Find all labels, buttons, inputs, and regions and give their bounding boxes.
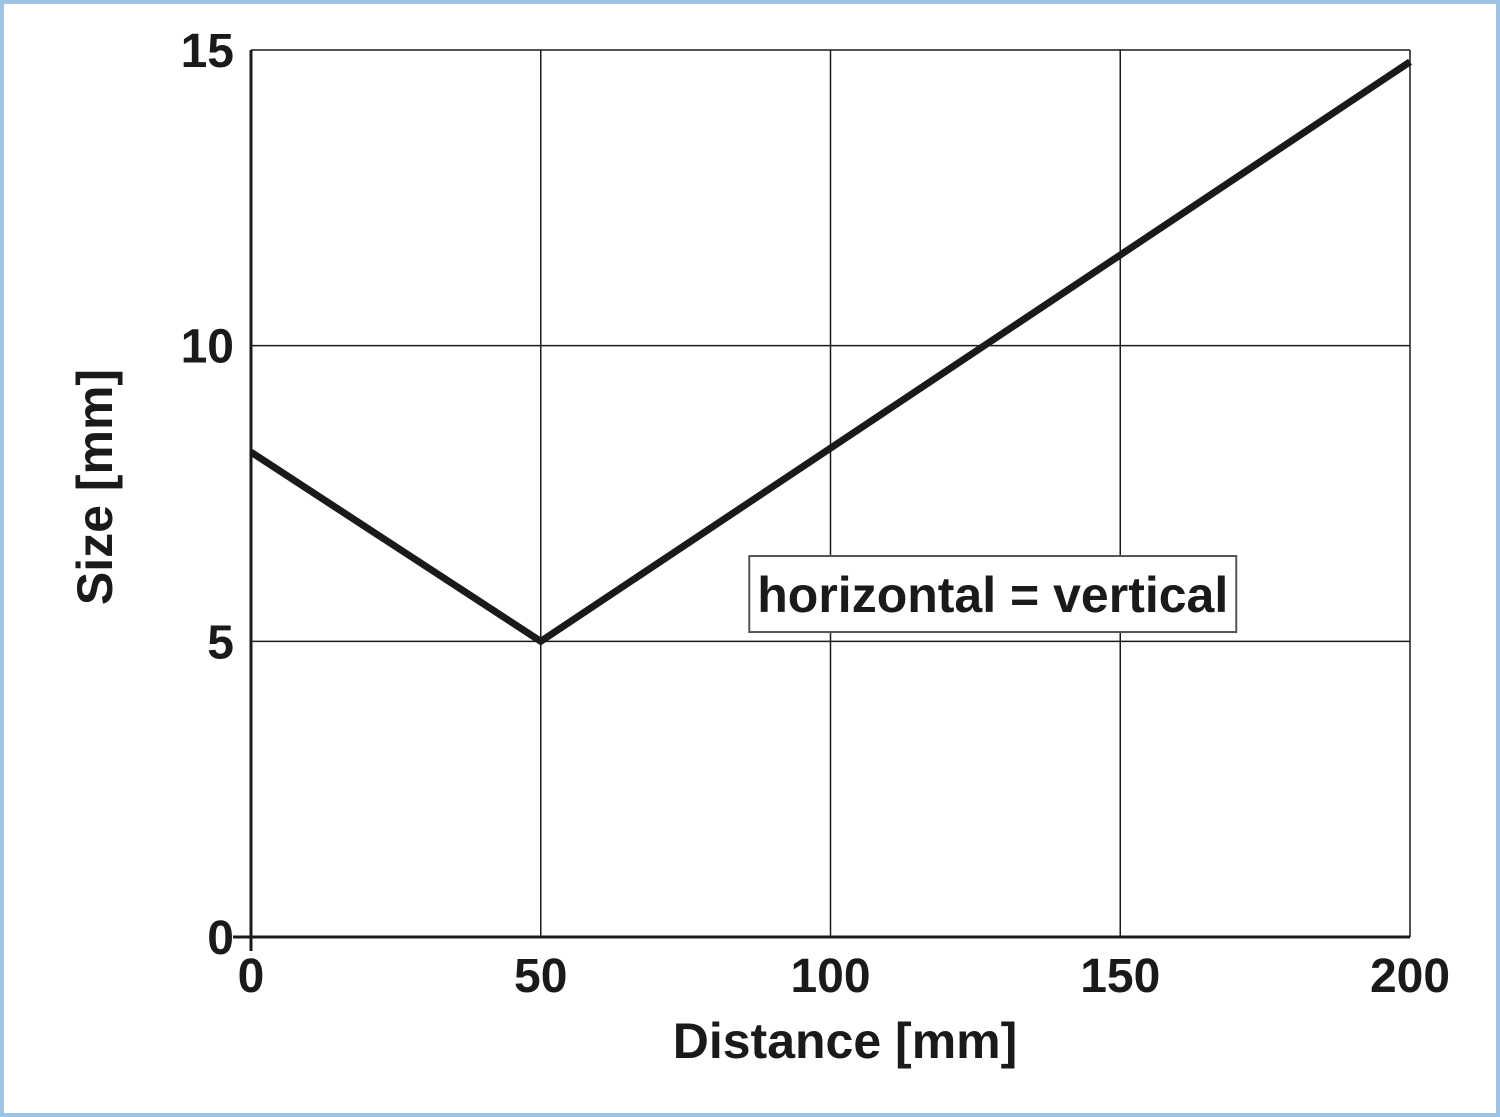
annotation: horizontal = vertical xyxy=(748,555,1238,634)
y-tick-label: 0 xyxy=(207,912,234,965)
x-tick-label: 50 xyxy=(514,950,567,1003)
y-tick-label: 10 xyxy=(181,321,234,374)
axes xyxy=(233,50,1410,951)
x-axis-title: Distance [mm] xyxy=(673,1013,1018,1069)
x-tick-label: 100 xyxy=(790,950,870,1003)
x-tick-label: 0 xyxy=(238,950,265,1003)
x-tick-label: 200 xyxy=(1370,950,1450,1003)
series-line xyxy=(249,58,1412,646)
annotation-text: horizontal = vertical xyxy=(757,567,1228,623)
y-tick-label: 15 xyxy=(181,25,234,78)
y-axis-title: Size [mm] xyxy=(67,369,123,605)
grid xyxy=(251,49,1411,937)
annotation-box xyxy=(748,555,1238,634)
series-group xyxy=(249,58,1412,646)
tick-labels: 0 50 100 150 200 0 5 10 15 xyxy=(181,25,1450,1003)
y-tick-label: 5 xyxy=(207,616,234,669)
x-tick-label: 150 xyxy=(1080,950,1160,1003)
